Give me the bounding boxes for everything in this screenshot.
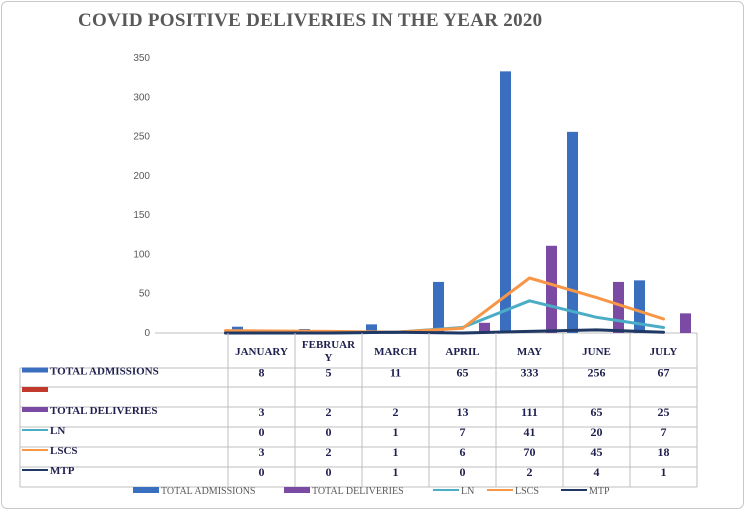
chart-title: COVID POSITIVE DELIVERIES IN THE YEAR 20… <box>78 10 543 31</box>
table-row-label: TOTAL DELIVERIES <box>50 405 158 417</box>
bar-total-admissions <box>500 71 511 333</box>
x-tick-label: MARCH <box>374 346 417 358</box>
x-tick-label: APRIL <box>445 346 479 358</box>
bar-total-deliveries <box>479 322 490 333</box>
bar-total-deliveries <box>680 313 691 333</box>
line-lscs <box>224 276 665 334</box>
table-cell-value: 0 <box>326 465 332 479</box>
table-cell-value: 0 <box>259 425 265 439</box>
y-tick-label: 50 <box>139 289 151 300</box>
y-tick-label: 300 <box>133 92 150 103</box>
y-tick-label: 0 <box>144 328 150 339</box>
table-row-label: MTP <box>50 465 75 477</box>
y-tick-label: 100 <box>133 249 150 260</box>
x-tick-label: Y <box>325 352 333 364</box>
x-tick-label: MAY <box>517 346 542 358</box>
table-cell-value: 7 <box>460 425 466 439</box>
legend-key <box>133 487 159 493</box>
y-tick-label: 350 <box>133 53 150 64</box>
table-legend-key <box>22 387 48 392</box>
table-cell-value: 3 <box>259 445 265 459</box>
table-cell-value: 11 <box>390 366 401 380</box>
table-cell-value: 8 <box>259 366 265 380</box>
table-row-label: TOTAL ADMISSIONS <box>50 366 159 378</box>
table-cell-value: 6 <box>460 445 466 459</box>
table-row-label: LSCS <box>50 445 78 457</box>
table-cell-value: 256 <box>588 366 606 380</box>
x-tick-label: FEBRUAR <box>302 339 356 351</box>
table-cell-value: 45 <box>591 445 603 459</box>
table-cell-value: 1 <box>393 465 399 479</box>
table-cell-value: 2 <box>393 405 399 419</box>
table-cell-value: 0 <box>326 425 332 439</box>
x-tick-label: JULY <box>650 346 678 358</box>
table-cell-value: 2 <box>326 405 332 419</box>
table-cell-value: 0 <box>460 465 466 479</box>
table-cell-value: 2 <box>527 465 533 479</box>
table-cell-value: 67 <box>658 366 670 380</box>
table-cell-value: 65 <box>591 405 603 419</box>
table-cell-value: 333 <box>521 366 539 380</box>
table-cell-value: 65 <box>457 366 469 380</box>
table-cell-value: 1 <box>661 465 667 479</box>
table-cell-value: 5 <box>326 366 332 380</box>
x-tick-label: JUNE <box>582 346 611 358</box>
table-cell-value: 2 <box>326 445 332 459</box>
bar-total-deliveries <box>613 281 624 333</box>
table-legend-key <box>22 367 48 373</box>
bar-total-admissions <box>433 281 444 333</box>
bar-total-admissions <box>567 131 578 333</box>
table-cell-value: 18 <box>658 445 670 459</box>
legend-label: MTP <box>589 486 610 497</box>
table-cell-value: 1 <box>393 445 399 459</box>
table-cell-value: 3 <box>259 405 265 419</box>
legend-key <box>284 487 310 493</box>
y-tick-label: 200 <box>133 171 150 182</box>
y-tick-label: 250 <box>133 132 150 143</box>
table-cell-value: 25 <box>658 405 670 419</box>
legend-label: LN <box>461 486 474 497</box>
table-cell-value: 70 <box>524 445 536 459</box>
legend-label: TOTAL ADMISSIONS <box>161 486 256 497</box>
table-cell-value: 1 <box>393 425 399 439</box>
table-cell-value: 13 <box>457 405 469 419</box>
legend-label: LSCS <box>515 486 539 497</box>
line-mtp <box>224 328 665 335</box>
table-cell-value: 7 <box>661 425 667 439</box>
x-tick-label: JANUARY <box>235 346 288 358</box>
table-cell-value: 41 <box>524 425 536 439</box>
bar-total-admissions <box>634 280 645 333</box>
table-cell-value: 111 <box>521 405 538 419</box>
bar-total-deliveries <box>546 245 557 333</box>
table-cell-value: 20 <box>591 425 603 439</box>
table-cell-value: 4 <box>594 465 600 479</box>
legend-label: TOTAL DELIVERIES <box>312 486 404 497</box>
table-legend-key <box>22 407 48 412</box>
table-cell-value: 0 <box>259 465 265 479</box>
table-row-label: LN <box>50 425 65 437</box>
bar-total-admissions <box>366 324 377 333</box>
y-tick-label: 150 <box>133 210 150 221</box>
